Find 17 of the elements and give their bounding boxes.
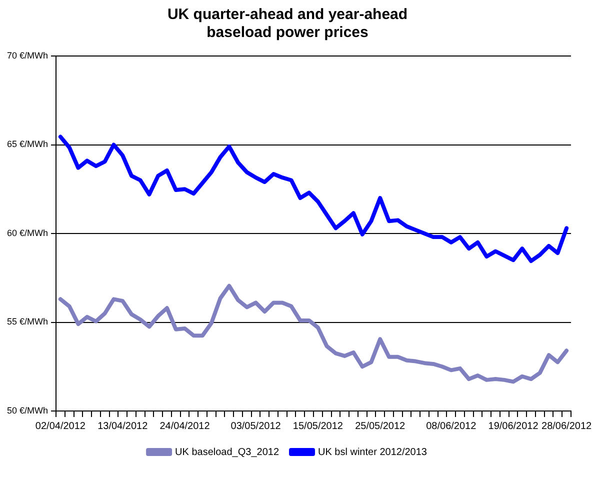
x-tick-label: 13/04/2012 [98,420,148,432]
x-tick-label: 28/06/2012 [542,420,592,432]
legend-label: UK baseload_Q3_2012 [175,446,280,458]
x-tick-label: 08/06/2012 [426,420,477,432]
x-tick-label: 19/06/2012 [488,420,539,432]
x-tick-label: 02/04/2012 [35,420,86,432]
y-tick-label: 70 €/MWh [7,50,48,60]
y-tick-label: 50 €/MWh [7,405,48,416]
legend-label: UK bsl winter 2012/2013 [318,446,428,458]
x-tick-label: 15/05/2012 [292,420,344,432]
y-tick-label: 55 €/MWh [7,316,48,327]
y-tick-label: 60 €/MWh [7,228,48,238]
chart-title: UK quarter-ahead and year-ahead baseload power prices [167,6,408,42]
x-tick-label: 25/05/2012 [355,420,406,432]
y-tick-label: 65 €/MWh [7,139,48,150]
x-tick-label: 24/04/2012 [160,420,210,432]
x-tick-label: 03/05/2012 [230,420,282,432]
